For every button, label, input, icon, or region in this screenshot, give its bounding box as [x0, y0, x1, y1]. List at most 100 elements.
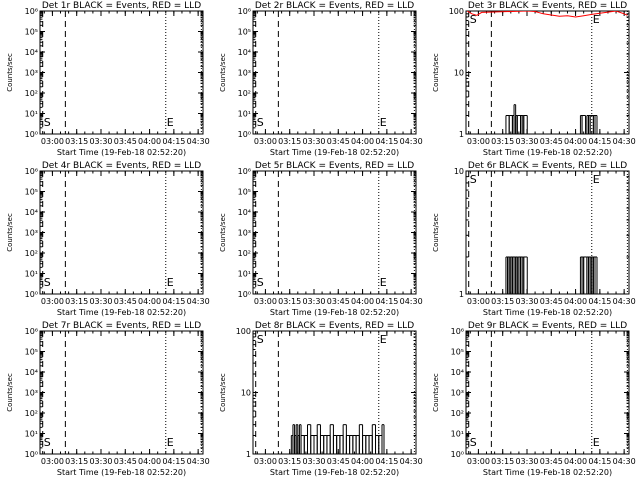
x-tick-label: 03:00 — [254, 297, 277, 306]
x-axis-label: Start Time (19-Feb-18 02:52:20) — [57, 308, 186, 317]
y-tick-label: 10¹ — [451, 430, 464, 439]
panel-title: Det 6r BLACK = Events, RED = LLD — [468, 161, 627, 171]
marker-e: E — [167, 436, 174, 449]
x-tick-label: 04:30 — [613, 457, 636, 466]
y-tick-label: 10 — [241, 389, 251, 398]
x-tick-label: 04:00 — [138, 297, 161, 306]
y-tick-label: 10³ — [451, 389, 464, 398]
x-axis-label: Start Time (19-Feb-18 02:52:20) — [483, 308, 612, 317]
x-axis-label: Start Time (19-Feb-18 02:52:20) — [57, 148, 186, 157]
y-tick-label: 10³ — [25, 389, 38, 398]
y-tick-label: 10² — [451, 409, 464, 418]
panel-det-2: Det 2r BLACK = Events, RED = LLD 10⁰ 10¹ 10… — [219, 1, 423, 157]
y-tick-label: 10¹ — [25, 430, 38, 439]
marker-e: E — [380, 116, 387, 129]
x-tick-label: 03:30 — [89, 137, 112, 146]
y-tick-label: 10² — [25, 89, 38, 98]
panel-title: Det 4r BLACK = Events, RED = LLD — [42, 161, 201, 171]
marker-s: S — [470, 173, 477, 186]
y-tick-label: 10⁶ — [238, 7, 251, 16]
panel-det-3: Det 3r BLACK = Events, RED = LLD 1 10 100 03… — [432, 1, 636, 157]
x-tick-label: 04:30 — [400, 457, 423, 466]
x-tick-label: 03:30 — [515, 297, 538, 306]
x-tick-label: 04:00 — [564, 297, 587, 306]
x-tick-label: 03:00 — [41, 457, 64, 466]
plot-frame — [39, 330, 204, 455]
x-tick-label: 03:30 — [302, 457, 325, 466]
y-tick-label: 10⁵ — [451, 348, 464, 357]
panel-det-1: Det 1r BLACK = Events, RED = LLD 10⁰ 10¹ 10… — [6, 1, 210, 157]
y-tick-label: 10⁶ — [238, 167, 251, 176]
x-axis-label: Start Time (19-Feb-18 02:52:20) — [483, 468, 612, 477]
x-tick-label: 03:15 — [278, 137, 301, 146]
x-tick-label: 03:30 — [302, 137, 325, 146]
lld-line — [466, 11, 628, 18]
y-tick-label: 100 — [236, 327, 251, 336]
y-tick-label: 10³ — [238, 69, 251, 78]
x-tick-label: 04:15 — [375, 457, 398, 466]
y-tick-label: 10⁰ — [238, 130, 251, 139]
x-tick-label: 04:00 — [351, 457, 374, 466]
x-tick-label: 03:30 — [515, 457, 538, 466]
x-tick-label: 03:15 — [491, 457, 514, 466]
plot-frame — [252, 10, 417, 135]
x-tick-label: 04:15 — [588, 137, 611, 146]
x-tick-label: 03:45 — [114, 457, 137, 466]
marker-e: E — [380, 333, 387, 346]
y-tick-label: 10⁶ — [25, 7, 38, 16]
panel-title: Det 5r BLACK = Events, RED = LLD — [255, 161, 414, 171]
x-tick-label: 04:30 — [400, 297, 423, 306]
y-tick-label: 10³ — [25, 69, 38, 78]
x-tick-label: 03:15 — [65, 297, 88, 306]
x-tick-label: 03:45 — [327, 137, 350, 146]
y-tick-label: 10⁴ — [451, 368, 464, 377]
x-axis-label: Start Time (19-Feb-18 02:52:20) — [57, 468, 186, 477]
x-tick-label: 04:30 — [613, 137, 636, 146]
x-tick-label: 04:30 — [613, 297, 636, 306]
plot-frame — [465, 170, 630, 295]
plot-frame — [39, 170, 204, 295]
marker-e: E — [167, 276, 174, 289]
y-tick-label: 1 — [459, 130, 464, 139]
x-tick-label: 04:30 — [187, 297, 210, 306]
panel-det-5: Det 5r BLACK = Events, RED = LLD 10⁰ 10¹ 10… — [219, 161, 423, 317]
x-tick-label: 03:30 — [302, 297, 325, 306]
x-tick-label: 03:45 — [114, 297, 137, 306]
plot-frame — [465, 330, 630, 455]
panel-det-7: Det 7r BLACK = Events, RED = LLD 10⁰ 10¹ 10… — [6, 321, 210, 477]
y-tick-label: 10⁶ — [25, 327, 38, 336]
x-tick-label: 04:00 — [564, 137, 587, 146]
x-tick-label: 03:45 — [540, 297, 563, 306]
x-tick-label: 03:15 — [278, 297, 301, 306]
y-tick-label: 10⁴ — [238, 48, 251, 57]
y-axis-label: Counts/sec — [432, 53, 440, 92]
x-tick-label: 04:00 — [138, 137, 161, 146]
y-axis-label: Counts/sec — [219, 373, 227, 412]
marker-s: S — [257, 276, 264, 289]
x-tick-label: 04:15 — [375, 297, 398, 306]
plot-frame — [465, 10, 630, 135]
y-tick-label: 10² — [25, 409, 38, 418]
y-tick-label: 10 — [454, 69, 464, 78]
x-tick-label: 04:00 — [351, 297, 374, 306]
panel-det-6: Det 6r BLACK = Events, RED = LLD 1 10 03:00… — [432, 161, 636, 317]
marker-s: S — [44, 436, 51, 449]
panel-det-8: Det 8r BLACK = Events, RED = LLD 1 10 100 03… — [219, 321, 423, 477]
y-tick-label: 10⁵ — [25, 348, 38, 357]
plot-frame — [39, 10, 204, 135]
x-tick-label: 04:15 — [588, 457, 611, 466]
x-tick-label: 03:30 — [89, 297, 112, 306]
marker-e: E — [593, 436, 600, 449]
y-tick-label: 10⁵ — [238, 28, 251, 37]
y-tick-label: 10¹ — [25, 110, 38, 119]
x-tick-label: 03:00 — [254, 137, 277, 146]
y-tick-label: 10² — [238, 249, 251, 258]
x-tick-label: 04:15 — [588, 297, 611, 306]
x-tick-label: 03:45 — [114, 137, 137, 146]
y-tick-label: 10⁰ — [25, 450, 38, 459]
x-tick-label: 03:15 — [278, 457, 301, 466]
y-tick-label: 10⁵ — [25, 28, 38, 37]
x-tick-label: 03:15 — [491, 137, 514, 146]
x-tick-label: 03:00 — [467, 137, 490, 146]
